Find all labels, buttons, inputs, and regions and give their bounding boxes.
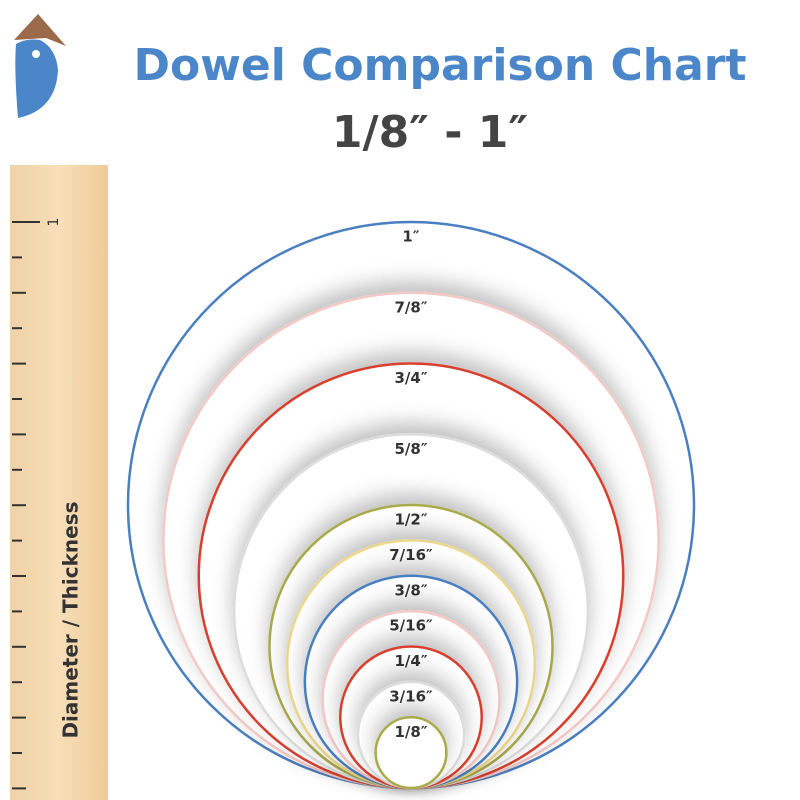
dowel-label: 3/16″: [389, 687, 433, 705]
dowel-label: 1/4″: [394, 652, 427, 670]
ruler-mark-label: 1: [46, 218, 62, 227]
logo: [14, 14, 66, 118]
dowel-label: 5/16″: [389, 617, 433, 635]
dowel-label: 1/2″: [394, 511, 427, 529]
ruler: 1 Diameter / Thickness: [10, 165, 108, 800]
dowel-circle: [374, 716, 448, 790]
dowel-label: 1″: [402, 228, 419, 246]
dowel-label: 5/8″: [394, 440, 427, 458]
dowel-label: 7/16″: [389, 546, 433, 564]
dowel-label: 3/4″: [394, 369, 427, 387]
axis-label: Diameter / Thickness: [59, 501, 83, 738]
ruler-body: [10, 165, 108, 800]
dowel-label: 7/8″: [394, 298, 427, 316]
title: Dowel Comparison Chart: [133, 40, 746, 91]
dowel-label: 3/8″: [394, 581, 427, 599]
subtitle: 1/8″ - 1″: [332, 107, 528, 158]
circles: 1″ 7/8″ 3/4″ 5/8″ 1/2″ 7/16″ 3/8″ 5/16″ 1/4″ 3/16…: [126, 220, 696, 790]
dowel-label: 1/8″: [394, 723, 427, 741]
